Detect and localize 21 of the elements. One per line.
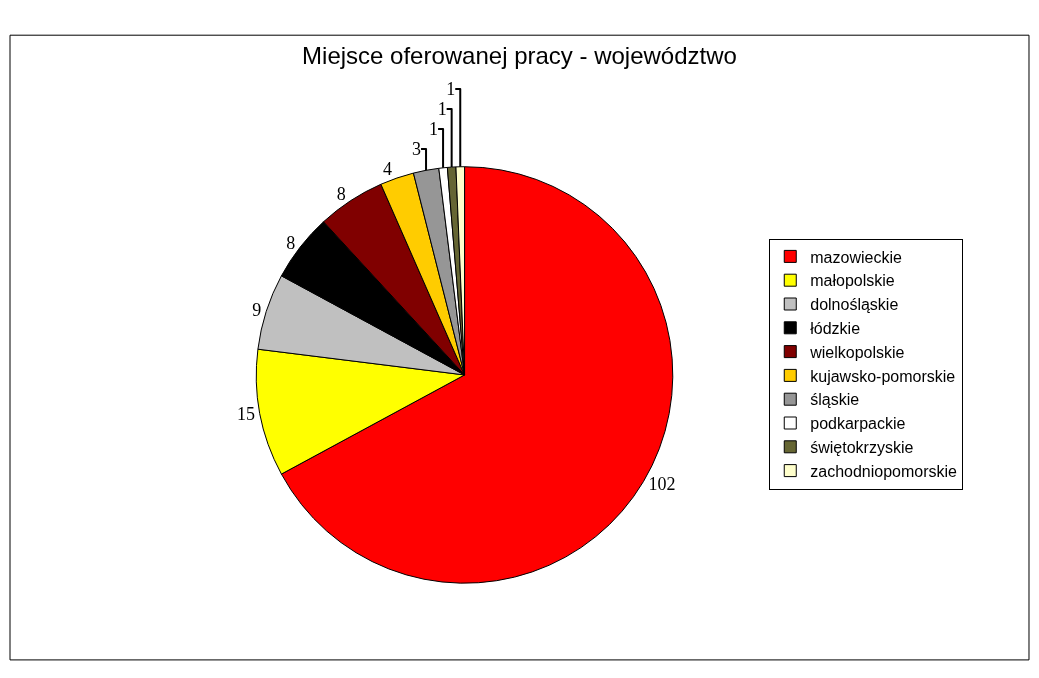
legend-label: mazowieckie (810, 248, 902, 266)
data-label: 1 (446, 79, 456, 100)
legend-label: świętokrzyskie (810, 439, 914, 457)
legend-label: podkarpackie (810, 415, 906, 433)
data-label: 15 (236, 403, 255, 424)
legend-label: śląskie (810, 391, 860, 409)
data-label: 4 (382, 159, 392, 180)
legend-label: zachodniopomorskie (810, 462, 958, 480)
legend-label: wielkopolskie (809, 343, 905, 361)
data-label: 9 (252, 300, 262, 321)
chart-title: Miejsce oferowanej pracy - województwo (302, 42, 737, 70)
legend-label: łódzkie (810, 320, 861, 338)
data-label: 1 (437, 99, 447, 120)
data-label: 102 (648, 474, 676, 495)
data-label: 8 (286, 233, 296, 254)
legend-label: małopolskie (810, 272, 895, 290)
legend-label: kujawsko-pomorskie (810, 367, 956, 385)
legend-label: dolnośląskie (810, 296, 899, 314)
data-label: 8 (336, 183, 346, 204)
data-label: 1 (429, 119, 439, 140)
data-label: 3 (412, 139, 422, 160)
